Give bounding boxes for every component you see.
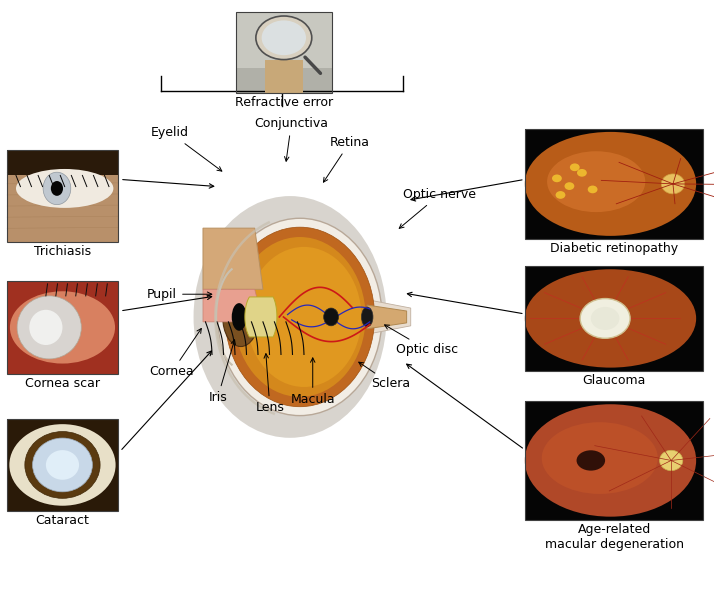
Text: Retina: Retina: [323, 136, 370, 182]
Ellipse shape: [193, 196, 386, 438]
Text: Cornea: Cornea: [150, 328, 201, 379]
Text: Optic disc: Optic disc: [385, 325, 458, 356]
Ellipse shape: [577, 169, 587, 176]
Polygon shape: [367, 305, 407, 329]
Text: Iris: Iris: [208, 340, 236, 404]
Text: Cataract: Cataract: [36, 514, 89, 527]
Ellipse shape: [234, 237, 366, 397]
Ellipse shape: [660, 450, 683, 471]
Ellipse shape: [570, 163, 580, 171]
Ellipse shape: [17, 296, 81, 359]
Text: Cornea scar: Cornea scar: [25, 377, 100, 390]
Text: Optic nerve: Optic nerve: [399, 188, 476, 228]
Ellipse shape: [10, 291, 115, 364]
Polygon shape: [367, 300, 411, 334]
Ellipse shape: [246, 247, 361, 387]
Text: Age-related
macular degeneration: Age-related macular degeneration: [545, 523, 683, 551]
FancyBboxPatch shape: [525, 266, 703, 371]
Ellipse shape: [9, 424, 116, 506]
Ellipse shape: [16, 169, 114, 208]
Ellipse shape: [43, 172, 71, 205]
Ellipse shape: [218, 218, 382, 416]
Ellipse shape: [323, 308, 338, 326]
Ellipse shape: [525, 404, 696, 517]
Ellipse shape: [232, 303, 246, 331]
FancyBboxPatch shape: [7, 150, 118, 175]
Ellipse shape: [552, 175, 562, 182]
Ellipse shape: [261, 20, 306, 55]
FancyBboxPatch shape: [7, 419, 118, 511]
Text: Diabetic retinopathy: Diabetic retinopathy: [550, 242, 678, 255]
Ellipse shape: [580, 298, 630, 338]
Text: Macula: Macula: [291, 358, 335, 406]
FancyBboxPatch shape: [7, 281, 118, 374]
Ellipse shape: [565, 182, 574, 190]
Ellipse shape: [577, 450, 605, 471]
Ellipse shape: [225, 227, 375, 407]
Ellipse shape: [555, 191, 565, 199]
FancyBboxPatch shape: [264, 60, 303, 93]
Polygon shape: [203, 289, 263, 322]
Ellipse shape: [547, 151, 645, 212]
FancyBboxPatch shape: [525, 401, 703, 520]
Ellipse shape: [46, 450, 79, 480]
Ellipse shape: [29, 310, 63, 345]
Text: Pupil: Pupil: [147, 288, 212, 301]
FancyBboxPatch shape: [236, 12, 332, 69]
FancyBboxPatch shape: [236, 12, 332, 93]
Text: Eyelid: Eyelid: [151, 126, 222, 171]
Ellipse shape: [51, 181, 63, 196]
Ellipse shape: [361, 307, 373, 327]
Text: Sclera: Sclera: [358, 362, 411, 390]
Ellipse shape: [256, 16, 312, 60]
Ellipse shape: [525, 269, 696, 368]
Ellipse shape: [223, 287, 258, 347]
Polygon shape: [203, 228, 263, 289]
Text: Lens: Lens: [256, 353, 284, 414]
Polygon shape: [245, 297, 277, 337]
Text: Refractive error: Refractive error: [235, 96, 333, 109]
Ellipse shape: [33, 438, 92, 492]
FancyBboxPatch shape: [7, 150, 118, 242]
Ellipse shape: [661, 174, 685, 194]
Ellipse shape: [588, 185, 598, 193]
Text: Conjunctiva: Conjunctiva: [254, 117, 328, 161]
Text: Trichiasis: Trichiasis: [34, 245, 91, 258]
Ellipse shape: [525, 132, 696, 236]
Ellipse shape: [591, 307, 619, 330]
Text: Glaucoma: Glaucoma: [583, 374, 645, 387]
Ellipse shape: [25, 432, 100, 498]
Ellipse shape: [542, 422, 658, 494]
FancyBboxPatch shape: [525, 129, 703, 239]
